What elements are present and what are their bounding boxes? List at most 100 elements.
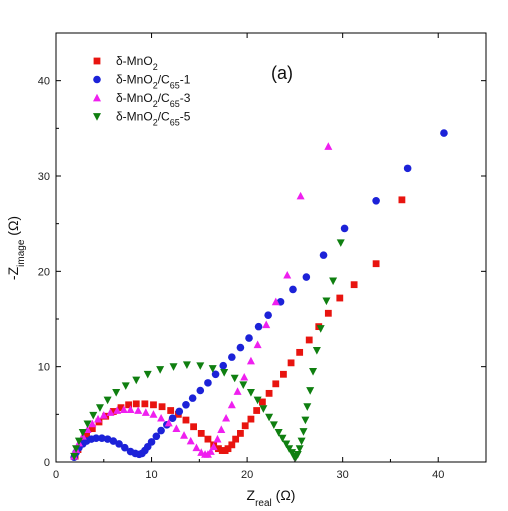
data-point [172,424,181,433]
panel-label: (a) [271,63,293,83]
data-point [265,389,273,397]
data-point [88,425,96,433]
data-point [186,436,195,445]
data-point [209,442,218,451]
data-point [253,340,262,349]
data-point [316,325,325,333]
data-point [92,434,100,442]
data-point [239,381,248,389]
data-point [287,359,295,367]
series-4 [70,239,345,462]
data-point [282,440,291,449]
data-point [329,277,338,286]
legend-marker [93,113,101,121]
data-point [278,434,287,443]
data-point [336,239,345,247]
data-point [125,401,133,409]
data-point [309,368,318,376]
data-point [106,408,115,416]
data-point [95,404,104,412]
y-axis-ticks: 0 10 20 30 40 [38,76,486,469]
data-point [182,401,190,409]
data-point [196,362,205,370]
data-point [89,411,98,420]
data-point [340,224,349,233]
data-point [132,376,141,385]
data-point [264,311,272,319]
data-point [115,440,123,448]
y-tick-label: 40 [38,76,50,88]
data-point [236,343,245,352]
data-point [88,419,97,428]
data-point [182,416,190,424]
data-point [149,410,158,418]
data-point [175,407,184,416]
data-point [230,374,239,383]
data-point [297,437,306,446]
data-point [196,386,205,395]
data-point [299,428,308,436]
data-point [237,430,244,437]
x-tick-label: 40 [432,469,444,481]
data-point [288,449,297,457]
data-point [94,414,103,423]
data-point [78,429,87,437]
legend-entry-label: δ-MnO2/C65-3 [116,91,191,109]
plot-frame [55,32,487,463]
data-point [372,260,380,268]
data-point [228,441,236,449]
data-point [247,415,255,423]
data-point [213,434,222,443]
data-point [302,273,311,281]
y-tick-label: 0 [44,457,50,469]
data-point [83,420,92,429]
data-point [126,405,135,413]
data-point [232,435,240,443]
data-point [147,438,156,446]
data-point [117,404,125,412]
data-point [150,401,157,409]
data-point [280,370,287,378]
data-point [217,425,226,433]
data-point [295,445,304,453]
data-point [296,191,305,200]
data-point [109,408,117,415]
data-point [74,437,83,446]
data-point [222,413,231,422]
x-axis-title: Zreal (Ω) [247,487,296,509]
data-point [224,445,232,453]
data-point [259,405,268,413]
data-point [141,408,150,416]
data-point [253,407,261,414]
y-tick-label: 10 [38,362,50,374]
data-point [324,142,333,150]
data-point [211,370,220,379]
data-point [289,285,297,294]
data-point [324,309,332,317]
legend: δ-MnO2δ-MnO2/C65-1δ-MnO2/C65-3δ-MnO2/C65… [93,54,191,128]
data-point [245,334,253,342]
data-point [219,361,228,370]
data-point [403,164,412,173]
data-point [293,450,302,459]
data-point [259,398,266,406]
y-tick-label: 20 [38,266,50,278]
data-point [233,387,242,395]
data-point [296,348,304,356]
data-point [265,413,274,422]
data-point [306,387,315,395]
data-series [70,129,448,462]
data-point [204,379,212,387]
data-point [208,365,217,373]
data-point [98,434,106,442]
data-point [215,445,222,453]
data-point [322,297,331,306]
data-point [156,366,165,374]
series-1 [71,196,406,460]
data-point [157,426,165,435]
legend-entry-label: δ-MnO2 [116,54,158,72]
data-point [121,443,129,452]
data-point [158,403,166,411]
data-point [246,356,255,365]
data-point [188,394,197,402]
